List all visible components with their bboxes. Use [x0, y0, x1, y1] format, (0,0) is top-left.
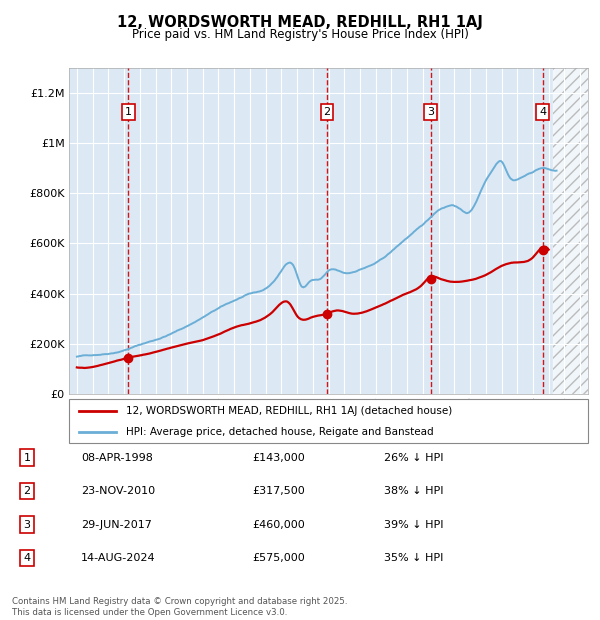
Text: 2: 2: [323, 107, 331, 117]
Text: 23-NOV-2010: 23-NOV-2010: [81, 486, 155, 496]
Text: 4: 4: [539, 107, 546, 117]
Text: £143,000: £143,000: [252, 453, 305, 463]
Text: £317,500: £317,500: [252, 486, 305, 496]
Text: 35% ↓ HPI: 35% ↓ HPI: [384, 553, 443, 563]
FancyBboxPatch shape: [69, 399, 588, 443]
Text: 1: 1: [23, 453, 31, 463]
Text: 3: 3: [427, 107, 434, 117]
Text: 12, WORDSWORTH MEAD, REDHILL, RH1 1AJ (detached house): 12, WORDSWORTH MEAD, REDHILL, RH1 1AJ (d…: [126, 406, 452, 416]
Text: 26% ↓ HPI: 26% ↓ HPI: [384, 453, 443, 463]
Text: £460,000: £460,000: [252, 520, 305, 529]
Text: HPI: Average price, detached house, Reigate and Banstead: HPI: Average price, detached house, Reig…: [126, 427, 434, 437]
Text: 1: 1: [125, 107, 132, 117]
Text: 08-APR-1998: 08-APR-1998: [81, 453, 153, 463]
Text: 3: 3: [23, 520, 31, 529]
Text: Price paid vs. HM Land Registry's House Price Index (HPI): Price paid vs. HM Land Registry's House …: [131, 28, 469, 41]
Bar: [553, 68, 588, 394]
Text: 39% ↓ HPI: 39% ↓ HPI: [384, 520, 443, 529]
Text: 4: 4: [23, 553, 31, 563]
Text: Contains HM Land Registry data © Crown copyright and database right 2025.
This d: Contains HM Land Registry data © Crown c…: [12, 598, 347, 617]
Text: 38% ↓ HPI: 38% ↓ HPI: [384, 486, 443, 496]
Text: 12, WORDSWORTH MEAD, REDHILL, RH1 1AJ: 12, WORDSWORTH MEAD, REDHILL, RH1 1AJ: [117, 16, 483, 30]
Text: 14-AUG-2024: 14-AUG-2024: [81, 553, 155, 563]
Bar: [553, 68, 588, 394]
Text: £575,000: £575,000: [252, 553, 305, 563]
Text: 2: 2: [23, 486, 31, 496]
Text: 29-JUN-2017: 29-JUN-2017: [81, 520, 152, 529]
